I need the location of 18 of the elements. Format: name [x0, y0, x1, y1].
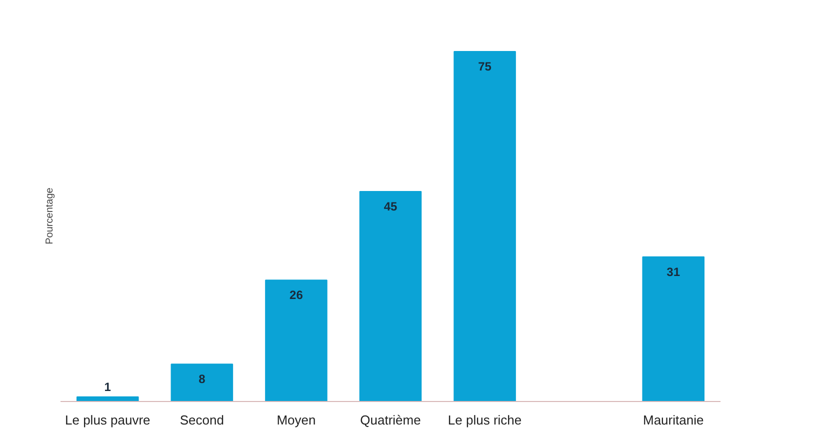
bar [454, 51, 516, 402]
bar [170, 364, 234, 402]
x-tick-label: Moyen [276, 412, 316, 428]
y-axis-title: Pourcentage [44, 187, 56, 244]
bar [642, 256, 704, 402]
x-tick-label: Mauritanie [643, 412, 704, 428]
bar [359, 191, 422, 402]
x-tick-label: Le plus riche [448, 412, 522, 428]
data-label: 26 [290, 288, 304, 302]
data-label: 31 [666, 264, 680, 279]
x-tick-label: Second [180, 412, 224, 428]
bar [265, 280, 328, 402]
data-label: 8 [198, 372, 206, 386]
x-tick-label: Le plus pauvre [65, 412, 150, 428]
data-label: 45 [384, 200, 398, 214]
data-label: 1 [104, 380, 112, 394]
data-label: 75 [478, 60, 492, 74]
x-tick-label: Quatrième [360, 412, 421, 428]
